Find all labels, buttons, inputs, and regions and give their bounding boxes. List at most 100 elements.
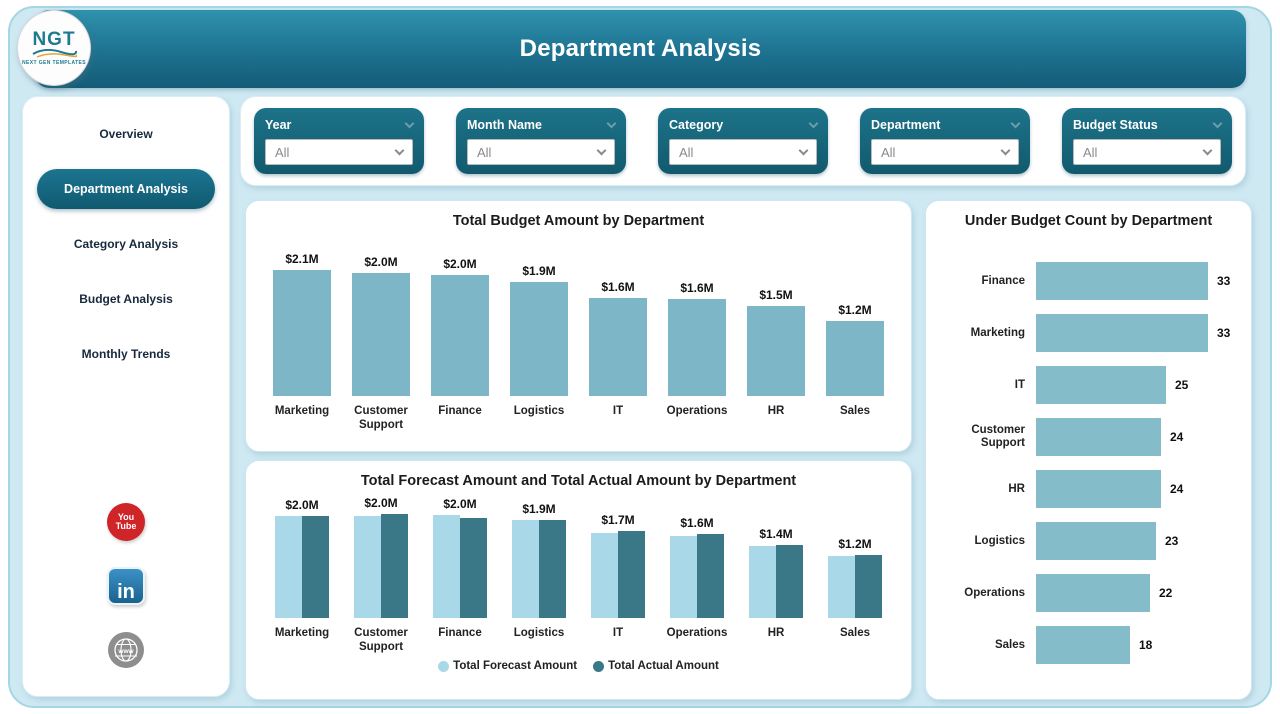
filter-selected-value: All bbox=[1083, 144, 1098, 160]
chart-title: Total Budget Amount by Department bbox=[452, 213, 705, 229]
category-label: HR bbox=[767, 627, 785, 639]
bar[interactable] bbox=[826, 321, 884, 396]
bar-value-label: 23 bbox=[1165, 534, 1179, 548]
bar[interactable] bbox=[1036, 470, 1161, 508]
filter-month-name: Month Name All bbox=[456, 108, 626, 174]
bar[interactable] bbox=[512, 520, 539, 618]
bar-row: Marketing 33 bbox=[926, 307, 1251, 359]
linkedin-icon[interactable]: in bbox=[107, 567, 145, 605]
legend-item[interactable]: Total Forecast Amount bbox=[438, 660, 577, 672]
bar-row: Logistics 23 bbox=[926, 515, 1251, 567]
website-globe-icon[interactable]: www bbox=[107, 631, 145, 674]
filter-bar: Year All Month Name All Category All Dep… bbox=[240, 96, 1246, 186]
logo-subtext: NEXT GEN TEMPLATES bbox=[21, 60, 87, 66]
bar[interactable] bbox=[275, 516, 302, 618]
bar-value-label: $1.2M bbox=[838, 537, 872, 551]
bar[interactable] bbox=[618, 531, 645, 618]
bar[interactable] bbox=[1036, 314, 1208, 352]
sidebar-item-budget-analysis[interactable]: Budget Analysis bbox=[79, 292, 173, 306]
bar[interactable] bbox=[302, 516, 329, 618]
bar-column: $2.0M Customer Support bbox=[344, 496, 418, 657]
bar[interactable] bbox=[510, 282, 568, 396]
filter-header: Budget Status bbox=[1073, 117, 1223, 132]
bar[interactable] bbox=[697, 534, 724, 618]
bar-value-label: 33 bbox=[1217, 274, 1231, 288]
chevron-down-icon[interactable] bbox=[808, 118, 819, 128]
bar-pair bbox=[354, 514, 408, 618]
bar[interactable] bbox=[668, 299, 726, 396]
bar[interactable] bbox=[747, 306, 805, 396]
bar[interactable] bbox=[273, 270, 331, 396]
bar[interactable] bbox=[352, 273, 410, 396]
youtube-icon[interactable]: You Tube bbox=[107, 503, 145, 541]
category-label: Finance bbox=[438, 405, 482, 417]
category-label: HR bbox=[767, 405, 785, 417]
chevron-down-icon[interactable] bbox=[404, 118, 415, 128]
category-label: IT bbox=[1014, 378, 1025, 391]
chevron-down-icon[interactable] bbox=[1010, 118, 1021, 128]
bar[interactable] bbox=[460, 518, 487, 618]
bar[interactable] bbox=[433, 515, 460, 618]
bar-row: Finance 33 bbox=[926, 255, 1251, 307]
bar[interactable] bbox=[1036, 366, 1166, 404]
bar-column: $1.6M Operations bbox=[660, 281, 734, 439]
bar-pair bbox=[591, 531, 645, 618]
bar[interactable] bbox=[1036, 574, 1150, 612]
chevron-down-icon bbox=[798, 145, 809, 155]
sidebar-item-monthly-trends[interactable]: Monthly Trends bbox=[81, 347, 171, 361]
bar[interactable] bbox=[1036, 626, 1130, 664]
chevron-down-icon[interactable] bbox=[1212, 118, 1223, 128]
bar-value-label: $1.6M bbox=[601, 280, 635, 294]
bar[interactable] bbox=[749, 546, 776, 618]
bar-column: $2.0M Customer Support bbox=[344, 255, 418, 439]
chart-title: Total Forecast Amount and Total Actual A… bbox=[360, 473, 797, 489]
youtube-icon-text: You bbox=[117, 512, 135, 523]
bar[interactable] bbox=[776, 545, 803, 618]
chart-forecast-vs-actual-by-department: Total Forecast Amount and Total Actual A… bbox=[245, 460, 912, 700]
bar[interactable] bbox=[855, 555, 882, 618]
page-title: Department Analysis bbox=[519, 35, 762, 62]
bar[interactable] bbox=[670, 536, 697, 618]
bar[interactable] bbox=[539, 520, 566, 618]
category-label: IT bbox=[612, 627, 624, 639]
category-label: Logistics bbox=[513, 627, 565, 639]
filter-month-name-dropdown[interactable]: All bbox=[467, 139, 615, 165]
bar[interactable] bbox=[1036, 262, 1208, 300]
category-label: Sales bbox=[994, 638, 1025, 651]
category-label: Logistics bbox=[974, 534, 1025, 547]
filter-category: Category All bbox=[658, 108, 828, 174]
filter-category-dropdown[interactable]: All bbox=[669, 139, 817, 165]
sidebar-item-overview[interactable]: Overview bbox=[99, 127, 153, 141]
bar-value-label: $1.5M bbox=[759, 288, 793, 302]
category-label: Customer Support bbox=[354, 627, 408, 653]
chevron-down-icon[interactable] bbox=[606, 118, 617, 128]
category-label: Marketing bbox=[274, 405, 330, 417]
filter-budget-status-dropdown[interactable]: All bbox=[1073, 139, 1221, 165]
sidebar: Overview Department Analysis Category An… bbox=[22, 96, 230, 697]
filter-header: Year bbox=[265, 117, 415, 132]
chevron-down-icon bbox=[394, 145, 405, 155]
bar[interactable] bbox=[1036, 418, 1161, 456]
bar-value-label: $2.0M bbox=[285, 498, 319, 512]
filter-year-dropdown[interactable]: All bbox=[265, 139, 413, 165]
bar[interactable] bbox=[591, 533, 618, 618]
bar[interactable] bbox=[381, 514, 408, 618]
bar-value-label: $1.6M bbox=[680, 516, 714, 530]
chart-plot-area: Finance 33 Marketing 33 IT 25 Customer Support… bbox=[926, 255, 1251, 671]
bar[interactable] bbox=[589, 298, 647, 396]
filter-label: Category bbox=[669, 117, 724, 132]
sidebar-item-department-analysis[interactable]: Department Analysis bbox=[37, 169, 215, 209]
bar-value-label: $1.7M bbox=[601, 513, 635, 527]
sidebar-item-category-analysis[interactable]: Category Analysis bbox=[73, 237, 179, 251]
bar[interactable] bbox=[1036, 522, 1156, 560]
legend-item[interactable]: Total Actual Amount bbox=[593, 660, 719, 672]
filter-department-dropdown[interactable]: All bbox=[871, 139, 1019, 165]
category-label: HR bbox=[1008, 482, 1025, 495]
chart-plot-area: $2.0M Marketing $2.0M Customer Support $2.0M… bbox=[246, 496, 911, 657]
bar[interactable] bbox=[431, 275, 489, 396]
website-icon-text: www bbox=[117, 648, 134, 655]
bar[interactable] bbox=[828, 556, 855, 618]
bar[interactable] bbox=[354, 516, 381, 618]
filter-selected-value: All bbox=[275, 144, 290, 160]
filter-label: Month Name bbox=[467, 117, 542, 132]
